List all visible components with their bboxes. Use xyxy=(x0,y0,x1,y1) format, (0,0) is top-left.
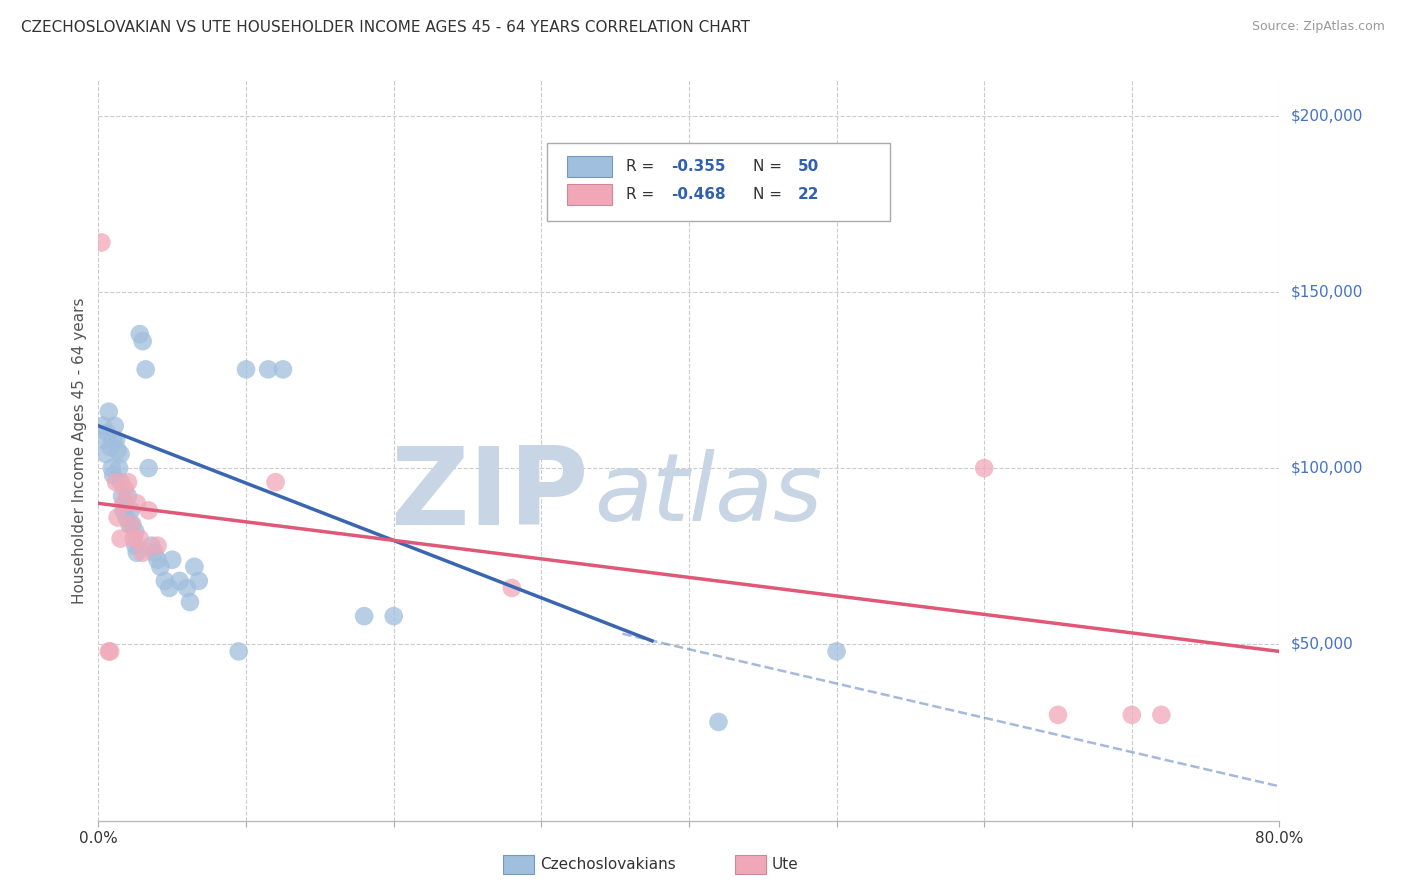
Point xyxy=(98,644,121,658)
Y-axis label: Householder Income Ages 45 - 64 years: Householder Income Ages 45 - 64 years xyxy=(72,297,87,604)
Point xyxy=(94,447,117,461)
Point xyxy=(108,461,131,475)
Text: Ute: Ute xyxy=(772,857,799,871)
Point xyxy=(138,503,160,517)
Point xyxy=(122,532,145,546)
Point xyxy=(382,609,405,624)
Point xyxy=(114,496,136,510)
Point xyxy=(105,475,128,490)
Point xyxy=(104,418,127,433)
Point xyxy=(125,546,148,560)
Point xyxy=(179,595,201,609)
Point xyxy=(138,461,160,475)
Text: -0.468: -0.468 xyxy=(671,186,725,202)
Point xyxy=(105,433,128,447)
Point xyxy=(135,362,157,376)
Point xyxy=(183,559,205,574)
Point xyxy=(103,433,125,447)
Point xyxy=(90,235,112,250)
Point xyxy=(117,475,139,490)
Point xyxy=(107,510,129,524)
Point xyxy=(1150,707,1173,722)
Point xyxy=(143,546,166,560)
Point xyxy=(501,581,523,595)
Point xyxy=(825,644,848,658)
Point xyxy=(146,553,169,567)
Point xyxy=(153,574,176,588)
Text: ZIP: ZIP xyxy=(389,442,589,548)
Point xyxy=(124,524,146,539)
Point xyxy=(132,334,155,348)
Point xyxy=(128,532,150,546)
Text: atlas: atlas xyxy=(595,450,823,541)
Point xyxy=(110,475,132,490)
Point xyxy=(271,362,294,376)
Text: N =: N = xyxy=(752,159,786,174)
Text: -0.355: -0.355 xyxy=(671,159,725,174)
Text: R =: R = xyxy=(626,186,659,202)
Point xyxy=(93,433,115,447)
Text: $50,000: $50,000 xyxy=(1291,637,1354,652)
Point xyxy=(1046,707,1069,722)
Point xyxy=(162,553,183,567)
Point xyxy=(96,425,118,440)
Point xyxy=(103,468,125,483)
Point xyxy=(110,532,132,546)
Point xyxy=(169,574,191,588)
Text: R =: R = xyxy=(626,159,659,174)
Text: $200,000: $200,000 xyxy=(1291,108,1362,123)
Point xyxy=(124,539,146,553)
Point xyxy=(117,489,139,503)
Point xyxy=(973,461,995,475)
Point xyxy=(98,440,121,454)
Point xyxy=(141,539,163,553)
Point xyxy=(97,644,120,658)
Point xyxy=(97,405,120,419)
Point xyxy=(146,539,169,553)
Text: CZECHOSLOVAKIAN VS UTE HOUSEHOLDER INCOME AGES 45 - 64 YEARS CORRELATION CHART: CZECHOSLOVAKIAN VS UTE HOUSEHOLDER INCOM… xyxy=(21,20,749,35)
Point xyxy=(157,581,180,595)
Point xyxy=(120,517,142,532)
Point xyxy=(128,327,150,342)
Point xyxy=(100,461,122,475)
Point xyxy=(187,574,209,588)
Point xyxy=(112,496,135,510)
FancyBboxPatch shape xyxy=(567,156,612,177)
Point xyxy=(707,714,730,729)
Point xyxy=(264,475,287,490)
Point xyxy=(176,581,198,595)
FancyBboxPatch shape xyxy=(567,184,612,204)
Point xyxy=(257,362,280,376)
Point xyxy=(228,644,250,658)
Point xyxy=(132,546,155,560)
Point xyxy=(353,609,375,624)
Point xyxy=(115,510,138,524)
Point xyxy=(107,443,129,458)
Text: Czechoslovakians: Czechoslovakians xyxy=(540,857,676,871)
Point xyxy=(121,517,143,532)
Point xyxy=(120,503,142,517)
Point xyxy=(112,503,135,517)
Text: $100,000: $100,000 xyxy=(1291,460,1362,475)
Point xyxy=(125,496,148,510)
Point xyxy=(118,517,141,532)
Point xyxy=(114,482,136,496)
FancyBboxPatch shape xyxy=(547,144,890,221)
Text: N =: N = xyxy=(752,186,786,202)
Point xyxy=(1121,707,1143,722)
Point xyxy=(91,418,114,433)
Text: 50: 50 xyxy=(797,159,818,174)
Point xyxy=(110,447,132,461)
Text: $150,000: $150,000 xyxy=(1291,285,1362,300)
Point xyxy=(149,559,172,574)
Point xyxy=(111,489,134,503)
Text: 22: 22 xyxy=(797,186,820,202)
Point xyxy=(235,362,257,376)
Text: Source: ZipAtlas.com: Source: ZipAtlas.com xyxy=(1251,20,1385,33)
